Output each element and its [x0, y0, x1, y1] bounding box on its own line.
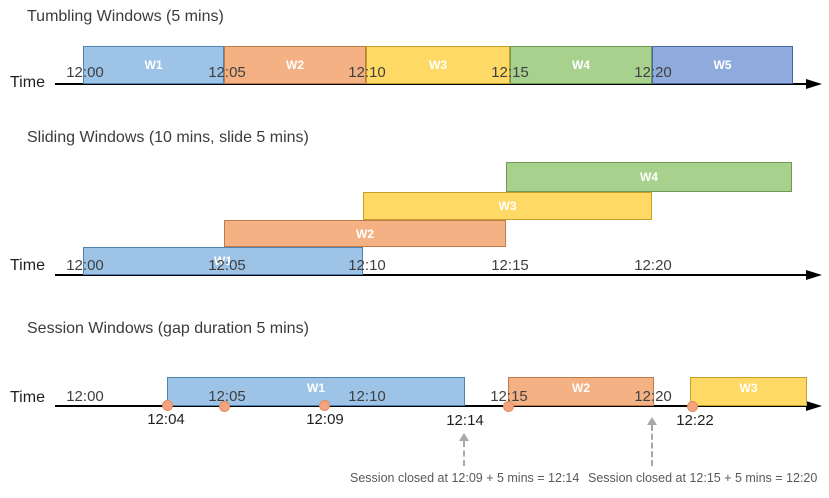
sliding-time-axis	[55, 274, 808, 276]
tumbling-window-w2: W2	[224, 46, 366, 84]
tick-label-1220: 12:20	[634, 388, 672, 405]
tick-label-1210: 12:10	[348, 257, 386, 274]
tick-label-1220: 12:20	[634, 257, 672, 274]
event-label-1209: 12:09	[306, 411, 344, 428]
axis-arrow-icon	[806, 270, 822, 280]
sliding-window-w1: W1	[83, 247, 363, 275]
tick-label-1200: 12:00	[66, 388, 104, 405]
tick-label-1215: 12:15	[491, 64, 529, 81]
window-label: W2	[286, 58, 304, 72]
session-closed-annotation-2: Session closed at 12:15 + 5 mins = 12:20	[588, 471, 818, 485]
event-dot-icon	[319, 400, 330, 411]
window-label: W1	[307, 381, 325, 395]
tick-label-1200: 12:00	[66, 257, 104, 274]
sliding-title: Sliding Windows (10 mins, slide 5 mins)	[27, 129, 309, 146]
tumbling-time-axis-label: Time	[10, 74, 45, 91]
session-time-axis	[55, 405, 808, 407]
dashed-connector	[651, 425, 653, 466]
tick-label-1205: 12:05	[208, 257, 246, 274]
session-window-w2: W2	[508, 377, 654, 406]
dashed-connector	[463, 441, 465, 466]
session-closed-annotation-1: Session closed at 12:09 + 5 mins = 12:14	[350, 471, 580, 485]
window-label: W5	[713, 58, 732, 72]
sliding-window-w4: W4	[506, 162, 792, 192]
event-dot-icon	[162, 400, 173, 411]
session-window-w1: W1	[167, 377, 465, 406]
tumbling-window-w5: W5	[652, 46, 793, 84]
window-label: W3	[498, 199, 517, 213]
tumbling-title: Tumbling Windows (5 mins)	[27, 8, 224, 25]
tick-label-1220: 12:20	[634, 64, 672, 81]
window-label: W3	[739, 381, 758, 395]
window-label: W2	[572, 381, 590, 395]
sliding-time-axis-label: Time	[10, 257, 45, 274]
event-dot-icon	[503, 401, 514, 412]
event-dot-icon	[219, 401, 230, 412]
window-label: W1	[144, 58, 163, 72]
window-label: W4	[572, 58, 590, 72]
arrow-up-icon	[459, 433, 469, 441]
tick-label-1210: 12:10	[348, 64, 386, 81]
tumbling-window-w3: W3	[366, 46, 510, 84]
event-label-1204: 12:04	[147, 411, 185, 428]
tumbling-window-w1: W1	[83, 46, 224, 84]
axis-arrow-icon	[806, 401, 822, 411]
session-window-w3: W3	[690, 377, 807, 406]
tumbling-time-axis	[55, 83, 808, 85]
sliding-window-w2: W2	[224, 220, 506, 247]
session-title: Session Windows (gap duration 5 mins)	[27, 320, 309, 337]
event-dot-icon	[687, 401, 698, 412]
axis-arrow-icon	[806, 79, 822, 89]
window-label: W2	[356, 226, 374, 241]
tick-label-1200: 12:00	[66, 64, 104, 81]
tick-label-1215: 12:15	[491, 257, 529, 274]
tick-label-1205: 12:05	[208, 64, 246, 81]
window-label: W4	[640, 170, 658, 184]
window-label: W1	[214, 254, 232, 268]
arrow-up-icon	[647, 417, 657, 425]
tick-label-1205: 12:05	[208, 388, 246, 405]
event-label-1214: 12:14	[446, 412, 484, 429]
tumbling-window-w4: W4	[510, 46, 652, 84]
session-time-axis-label: Time	[10, 389, 45, 406]
event-label-1222: 12:22	[676, 412, 714, 429]
window-label: W3	[429, 58, 447, 72]
tick-label-1210: 12:10	[348, 388, 386, 405]
tick-label-1215: 12:15	[490, 388, 528, 405]
sliding-window-w3: W3	[363, 192, 652, 220]
